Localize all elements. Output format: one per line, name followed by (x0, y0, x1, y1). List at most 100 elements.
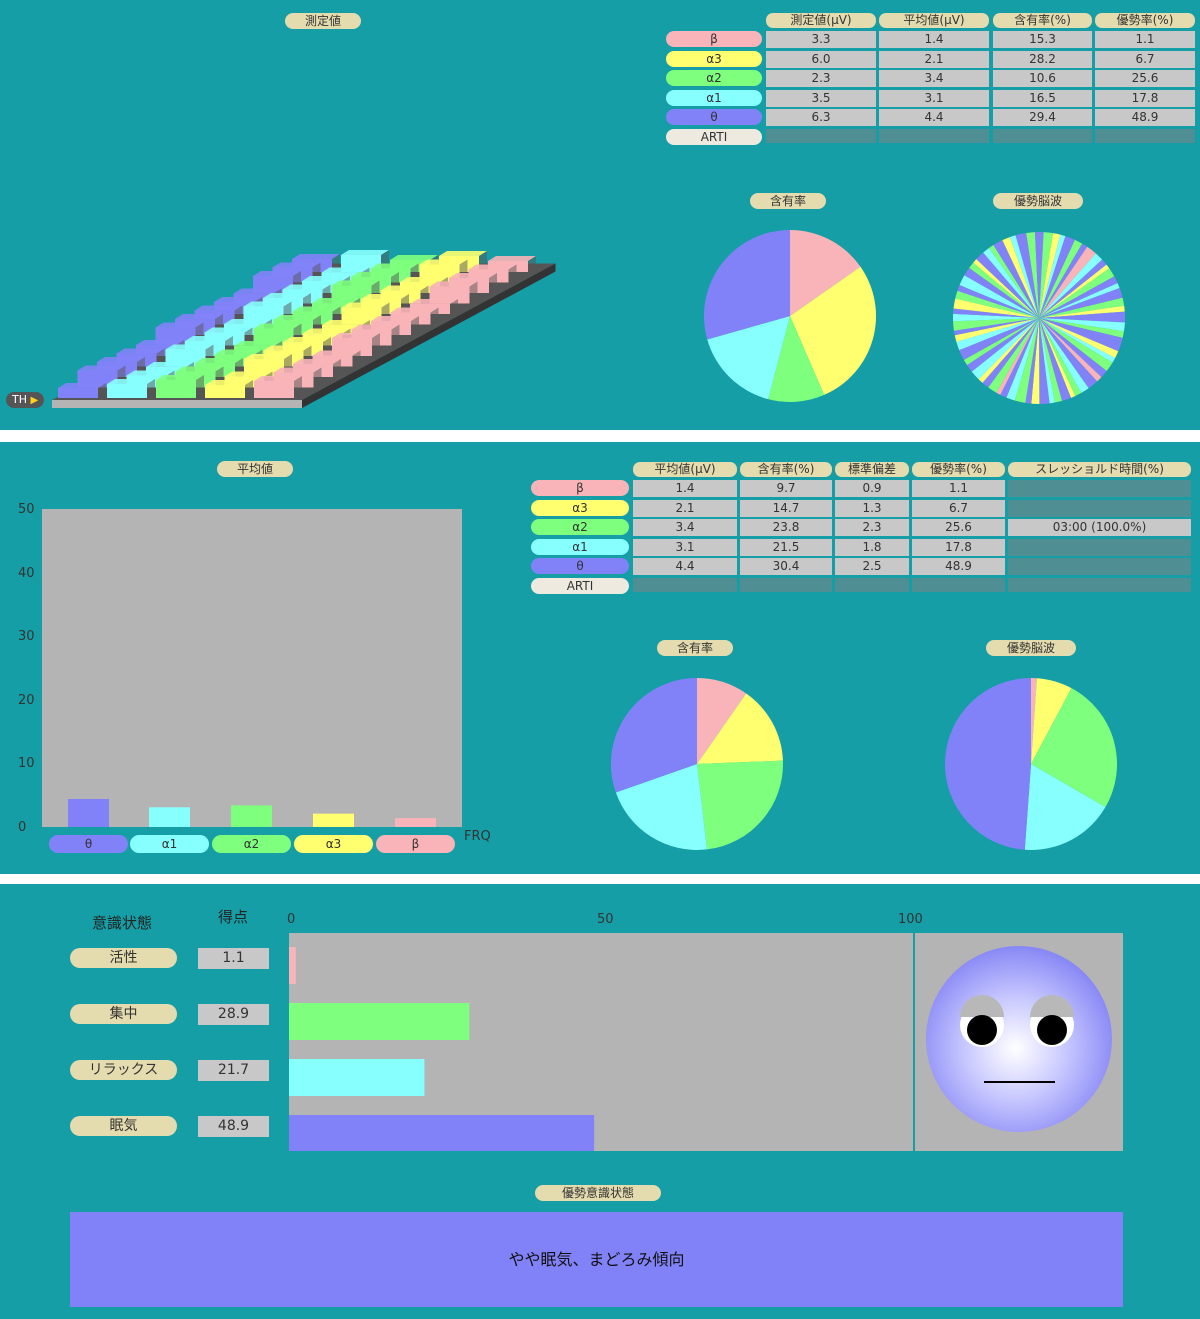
bar-alpha2 (231, 805, 272, 827)
pie-slice-theta (704, 230, 790, 340)
bar-beta (395, 818, 436, 827)
dominant-wave-pie (953, 232, 1125, 404)
band-label-alpha3: α3 (666, 50, 762, 67)
table-cell: 3.1 (879, 89, 989, 107)
dominant-state-text: やや眠気、まどろみ傾向 (508, 1250, 685, 1269)
spectrum-bar (175, 314, 223, 319)
band-label-alpha3: α3 (294, 835, 373, 853)
table-cell (1008, 558, 1191, 575)
spectrum-bar (253, 323, 302, 329)
spectrum-bar-side (333, 359, 341, 377)
spectrum-bar-side (430, 307, 439, 325)
table-header-cell: 含有率(%) (993, 13, 1092, 28)
table-cell: 3.3 (766, 31, 876, 48)
pie-slice (953, 308, 1039, 318)
table-header-cell: 含有率(%) (740, 462, 832, 477)
pie-slice (1039, 233, 1061, 318)
pie-slice (956, 318, 1039, 351)
spectrum-bar (263, 293, 311, 298)
state-score-bar (289, 947, 296, 984)
pie-slice (955, 290, 1039, 318)
table-cell (912, 577, 1005, 592)
spectrum-bar (116, 348, 165, 354)
band-label-alpha1: α1 (666, 89, 762, 106)
pie-slice (1000, 318, 1039, 398)
table-cell: 6.7 (912, 499, 1005, 517)
pie-slice (1039, 318, 1050, 404)
spectrum-bar-side (98, 383, 106, 398)
spectrum-bar (380, 285, 429, 291)
spectrum-bar-side (352, 350, 361, 367)
table-cell: 3.4 (633, 519, 737, 536)
band-label-alpha2: α2 (212, 835, 291, 853)
pie-slice (953, 298, 1039, 318)
average-title: 平均値 (217, 461, 293, 477)
spectrum-bar (292, 306, 341, 312)
spectrum-bar-side (411, 316, 419, 335)
pie-slice (1039, 318, 1089, 393)
pie-slice (1039, 318, 1124, 338)
spectrum-bar-side (528, 256, 536, 272)
pie-slice (1039, 276, 1118, 318)
spectrum-bar (468, 264, 517, 270)
pie-slice (1039, 318, 1119, 359)
band-label-theta: θ (531, 558, 629, 574)
pie-slice (1031, 318, 1040, 404)
spectrum-bar (429, 281, 478, 287)
spectrum-bar (273, 315, 321, 320)
spectrum-bar-side (294, 376, 302, 398)
state-label: 活性 (70, 948, 177, 968)
pie-slice (989, 245, 1039, 318)
pie-slice (1015, 232, 1039, 318)
state-score: 1.1 (198, 948, 269, 969)
table-cell: 1.4 (879, 31, 989, 48)
spectrum-bar (175, 366, 224, 372)
scale-tick: 100 (898, 912, 923, 927)
pie-slice (1039, 232, 1054, 318)
pie-slice (1039, 268, 1115, 318)
spectrum-bar (165, 344, 214, 350)
state-label: 眠気 (70, 1116, 177, 1136)
threshold-marker[interactable]: TH ▶ (6, 392, 44, 408)
pie-slice (1039, 318, 1063, 403)
drowsy-face-icon (926, 946, 1112, 1132)
table-cell: 10.6 (993, 70, 1092, 87)
pie-slice (1039, 311, 1125, 323)
pie-slice (1039, 305, 1125, 318)
pie-slice (1039, 283, 1120, 318)
score-column-header: 得点 (218, 908, 249, 926)
pie-slice (988, 318, 1039, 393)
spectrum-bar (136, 340, 184, 345)
spectrum-bar-side (147, 379, 155, 398)
spectrum-bar (233, 288, 282, 294)
table-cell: 15.3 (993, 31, 1092, 48)
pie-slice (953, 313, 1039, 322)
table-cell (1008, 499, 1191, 517)
table-cell: 29.4 (993, 109, 1092, 126)
table-cell: 48.9 (1095, 109, 1195, 126)
dominant-wave-pie-title-2: 優勢脳波 (986, 640, 1076, 656)
spectrum-bar (390, 307, 439, 313)
pie-slice (983, 248, 1039, 318)
pie-slice (953, 318, 1039, 331)
spectrum-bar (263, 345, 312, 351)
pie-slice (1039, 318, 1102, 382)
band-label-alpha2: α2 (666, 70, 762, 86)
table-cell (1008, 577, 1191, 592)
pie-slice-alpha1 (1024, 764, 1106, 850)
pie-slice (1034, 232, 1039, 318)
spectrum-bar (370, 263, 419, 269)
pie-slice (1039, 318, 1098, 389)
table-cell: 2.1 (633, 499, 737, 517)
table-header-cell: 平均値(μV) (879, 13, 989, 28)
spectrum-bar (292, 254, 340, 259)
spectrum-bar (341, 250, 389, 255)
pie-slice (1009, 235, 1039, 318)
pie-slice-alpha3 (1031, 678, 1072, 764)
y-tick-label: 20 (18, 692, 35, 708)
table-cell: 17.8 (1095, 89, 1195, 107)
spectrum-bar (126, 370, 175, 376)
pie-slice (976, 252, 1039, 318)
band-label-theta: θ (49, 835, 128, 853)
y-tick-label: 30 (18, 629, 35, 644)
